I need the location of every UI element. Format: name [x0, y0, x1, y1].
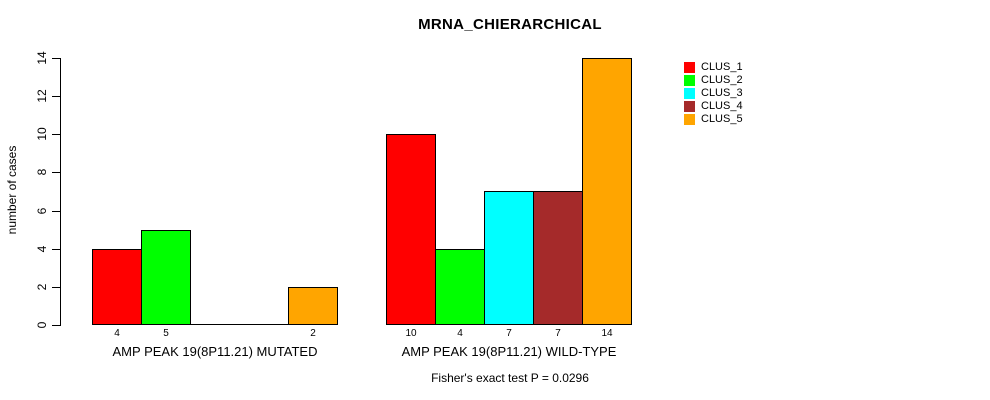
- legend-swatch-clus_2: [684, 75, 695, 86]
- bar-value-label: 2: [310, 328, 316, 339]
- y-tick-label: 2: [35, 283, 49, 291]
- bar-clus_5: [288, 287, 338, 325]
- y-tick-mark: [52, 249, 60, 250]
- bar-value-label: 7: [506, 328, 512, 339]
- y-tick-label: 4: [35, 245, 49, 253]
- bar-clus_2: [141, 230, 191, 325]
- legend-entry: CLUS_3: [684, 87, 743, 100]
- bar-clus_3-zero: [190, 324, 240, 325]
- legend-swatch-clus_4: [684, 101, 695, 112]
- bar-clus_3: [484, 191, 534, 325]
- y-tick-label: 10: [35, 127, 49, 141]
- bar-value-label: 14: [601, 328, 613, 339]
- legend-entry: CLUS_2: [684, 74, 743, 87]
- y-tick-mark: [52, 96, 60, 97]
- legend-label: CLUS_4: [701, 100, 743, 112]
- bar-value-label: 7: [555, 328, 561, 339]
- legend-entry: CLUS_1: [684, 61, 743, 74]
- y-tick-mark: [52, 172, 60, 173]
- y-tick-label: 0: [35, 321, 49, 329]
- legend-label: CLUS_5: [701, 113, 743, 125]
- legend-entry: CLUS_5: [684, 113, 743, 126]
- y-tick-label: 12: [35, 89, 49, 103]
- legend: CLUS_1 CLUS_2 CLUS_3 CLUS_4 CLUS_5: [684, 61, 743, 126]
- bar-clus_5: [582, 58, 632, 325]
- y-tick-label: 6: [35, 207, 49, 215]
- legend-label: CLUS_3: [701, 87, 743, 99]
- bar-clus_4: [533, 191, 583, 325]
- bar-clus_1: [92, 249, 142, 325]
- y-tick-mark: [52, 58, 60, 59]
- bar-value-label: 10: [405, 328, 417, 339]
- legend-swatch-clus_3: [684, 88, 695, 99]
- bar-clus_2: [435, 249, 485, 325]
- y-tick-mark: [52, 287, 60, 288]
- bar-value-label: 4: [114, 328, 120, 339]
- legend-swatch-clus_1: [684, 62, 695, 73]
- legend-label: CLUS_2: [701, 74, 743, 86]
- y-axis-label: number of cases: [5, 145, 19, 235]
- category-label: AMP PEAK 19(8P11.21) WILD-TYPE: [401, 344, 617, 359]
- chart-title: MRNA_CHIERARCHICAL: [418, 16, 602, 33]
- y-tick-mark: [52, 211, 60, 212]
- y-axis-line: [60, 58, 61, 326]
- y-tick-mark: [52, 325, 60, 326]
- y-tick-label: 8: [35, 168, 49, 176]
- bar-clus_4-zero: [239, 324, 289, 325]
- legend-entry: CLUS_4: [684, 100, 743, 113]
- y-tick-mark: [52, 134, 60, 135]
- bar-value-label: 5: [163, 328, 169, 339]
- fisher-test-footnote: Fisher's exact test P = 0.0296: [431, 371, 589, 385]
- category-label: AMP PEAK 19(8P11.21) MUTATED: [112, 344, 318, 359]
- y-tick-label: 14: [35, 51, 49, 65]
- bar-value-label: 4: [457, 328, 463, 339]
- bar-clus_1: [386, 134, 436, 325]
- legend-label: CLUS_1: [701, 61, 743, 73]
- legend-swatch-clus_5: [684, 114, 695, 125]
